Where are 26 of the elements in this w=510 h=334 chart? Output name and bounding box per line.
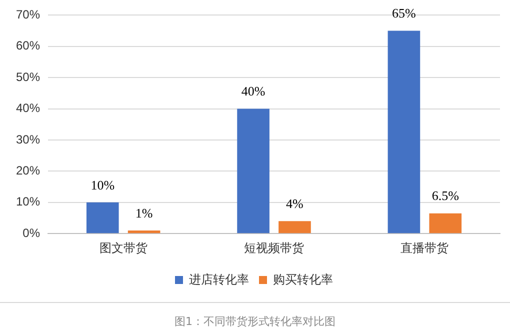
y-tick-label: 10% [16,194,40,209]
legend-label: 进店转化率 [189,272,249,286]
bar [278,221,311,234]
bar [86,202,119,234]
bar [128,230,160,234]
bar [388,30,420,234]
legend-label: 购买转化率 [273,272,333,286]
data-label: 4% [286,196,304,212]
data-label: 65% [392,6,416,21]
x-tick-label: 短视频带货 [244,241,304,256]
y-tick-label: 70% [16,8,40,22]
data-label: 6.5% [432,188,460,204]
x-tick-label: 图文带货 [99,241,148,256]
caption: 图1：不同带货形式转化率对比图 [174,314,336,329]
data-label: 40% [241,84,266,99]
y-tick-label: 30% [16,132,40,146]
data-label: 1% [135,205,153,220]
y-tick-label: 40% [16,101,40,116]
bar [429,213,462,234]
y-tick-label: 50% [16,70,40,84]
bar [237,108,270,234]
data-label: 10% [90,177,115,192]
y-tick-label: 0% [22,226,40,240]
x-tick-label: 直播带货 [400,241,449,256]
y-tick-label: 20% [16,164,40,178]
y-tick-label: 60% [16,38,40,53]
